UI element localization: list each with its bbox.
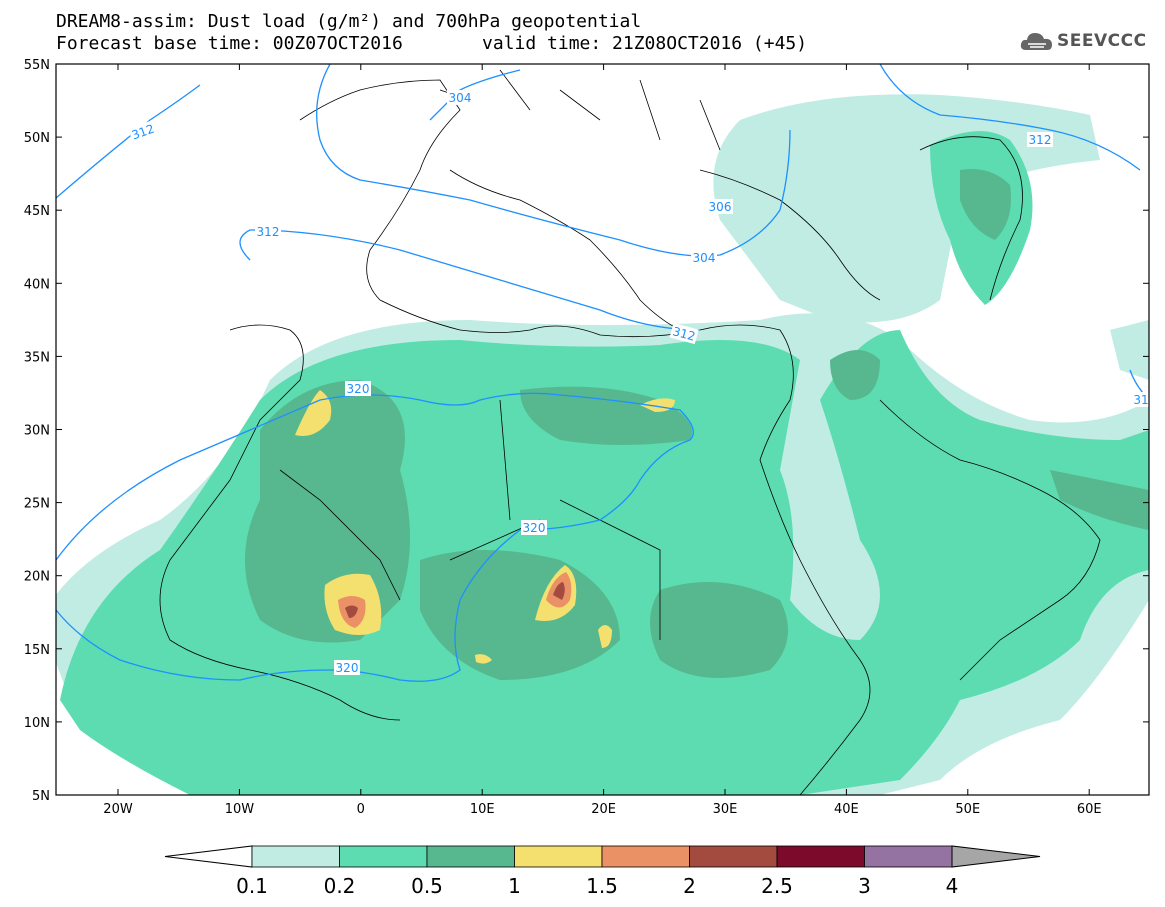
lon-tick-label: 40E (834, 802, 859, 817)
geopotential-contours (56, 64, 1149, 682)
colorbar-label: 1.5 (586, 874, 618, 898)
contour-label-bg (1132, 392, 1149, 407)
colorbar-label: 4 (946, 874, 959, 898)
contour-label: 31 (1133, 393, 1148, 407)
colorbar-segment (251, 845, 340, 868)
colorbar-label: 2 (683, 874, 696, 898)
colorbar: 0.1 0.2 0.5 1 1.5 2 2.5 3 4 (164, 845, 1041, 898)
colorbar-label: 2.5 (761, 874, 793, 898)
lon-tick-label: 20E (591, 802, 616, 817)
colorbar-label: 0.5 (411, 874, 443, 898)
contour-label: 312 (257, 225, 280, 239)
lon-tick-label: 0 (357, 802, 365, 817)
map-subtitle: Forecast base time: 00Z07OCT2016 valid ti… (56, 33, 807, 54)
colorbar-segment (776, 845, 865, 868)
valid-time: valid time: 21Z08OCT2016 (+45) (482, 33, 808, 54)
lat-tick-label: 15N (24, 643, 50, 658)
lat-tick-label: 35N (24, 350, 50, 365)
lat-tick-label: 50N (24, 131, 50, 146)
lon-tick-label: 10W (225, 802, 255, 817)
lat-tick-label: 30N (24, 424, 50, 439)
contour-label: 306 (709, 200, 732, 214)
longitude-axis: 20W 10W 0 10E 20E 30E 40E 50E 60E (103, 64, 1102, 817)
colorbar-label: 0.1 (236, 874, 268, 898)
colorbar-segment (514, 845, 603, 868)
colorbar-segment (426, 845, 515, 868)
contour-label-bg (447, 90, 473, 105)
dust-band-2-5 (345, 582, 565, 618)
lat-tick-label: 10N (24, 716, 50, 731)
coastlines (159, 69, 1101, 795)
contour-label-bg (691, 250, 717, 265)
lon-tick-label: 50E (955, 802, 980, 817)
colorbar-segment (689, 845, 778, 868)
contour-label: 304 (693, 251, 716, 265)
contour-label-bg (334, 660, 360, 675)
contour-label: 304 (449, 91, 472, 105)
contour-label: 320 (523, 521, 546, 535)
lon-tick-label: 10E (470, 802, 495, 817)
colorbar-segment (339, 845, 428, 868)
colorbar-label: 3 (858, 874, 871, 898)
cloud-icon (1020, 33, 1052, 50)
lon-tick-label: 30E (713, 802, 738, 817)
lat-tick-label: 5N (32, 789, 50, 804)
base-time: Forecast base time: 00Z07OCT2016 (56, 33, 403, 54)
map-title: DREAM8-assim: Dust load (g/m²) and 700hP… (56, 11, 642, 32)
contour-label-bg (521, 520, 547, 535)
colorbar-segment (601, 845, 690, 868)
colorbar-arrow-left (164, 845, 253, 868)
latitude-axis: 55N 50N 45N 40N 35N 30N 25N 20N 15N 10N 5N (24, 58, 1149, 804)
lon-tick-label: 20W (103, 802, 133, 817)
contour-label-bg (669, 322, 699, 345)
lat-tick-label: 25N (24, 497, 50, 512)
lat-tick-label: 20N (24, 570, 50, 585)
contour-label-bg (707, 199, 733, 214)
contour-label-bg (255, 224, 281, 239)
logo-text: SEEVCCC (1057, 31, 1147, 51)
colorbar-segment (864, 845, 953, 868)
contour-label: 320 (336, 661, 359, 675)
dust-fields: 312 304 312 312 306 304 312 320 320 320 … (56, 64, 1149, 795)
colorbar-label: 1 (508, 874, 521, 898)
lat-tick-label: 40N (24, 277, 50, 292)
contour-label: 312 (671, 324, 697, 343)
contour-label: 312 (1029, 133, 1052, 147)
seevccc-logo: SEEVCCC (1020, 28, 1147, 54)
lat-tick-label: 45N (24, 204, 50, 219)
contour-label: 320 (347, 382, 370, 396)
contour-label-bg (128, 120, 158, 144)
lat-tick-label: 55N (24, 58, 50, 73)
lon-tick-label: 60E (1077, 802, 1102, 817)
colorbar-arrow-right (951, 845, 1041, 868)
contour-label-bg (345, 381, 371, 396)
contour-label-bg (1027, 132, 1053, 147)
colorbar-label: 0.2 (324, 874, 356, 898)
